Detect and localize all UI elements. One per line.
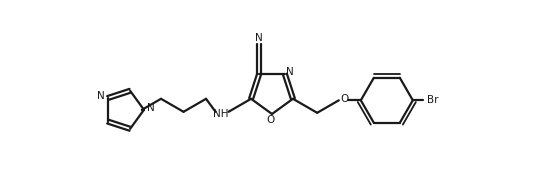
Text: NH: NH: [213, 109, 228, 119]
Text: O: O: [341, 94, 349, 104]
Text: N: N: [97, 91, 105, 101]
Text: N: N: [286, 67, 294, 77]
Text: N: N: [147, 103, 155, 113]
Text: N: N: [255, 33, 263, 43]
Text: O: O: [266, 115, 274, 125]
Text: Br: Br: [427, 95, 438, 105]
